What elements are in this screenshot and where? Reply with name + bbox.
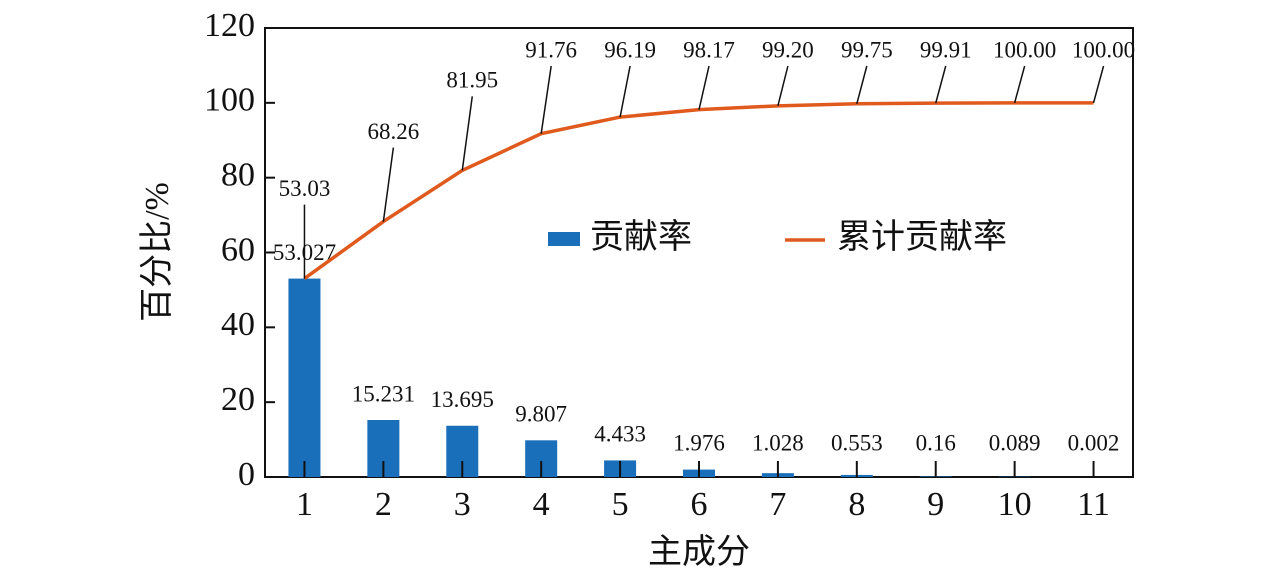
line-value-label: 98.17 [683,37,735,62]
x-tick-label: 1 [296,486,313,523]
x-tick-label: 4 [533,486,550,523]
bar-value-label: 0.16 [916,430,956,455]
x-tick-label: 11 [1077,486,1110,523]
leader-line [540,65,552,134]
legend-swatch [548,232,580,246]
y-tick-label: 20 [221,381,255,418]
line-value-label: 96.19 [604,37,656,62]
bar-value-label: 0.553 [831,430,883,455]
x-tick-label: 10 [998,486,1032,523]
bar [288,278,321,477]
leader-line [619,65,631,118]
line-value-label: 81.95 [446,68,498,93]
y-axis-label: 百分比/% [139,182,176,322]
line-value-label: 100.00 [1072,37,1135,62]
y-tick-label: 80 [221,156,255,193]
bar-value-label: 1.976 [673,430,725,455]
y-tick-label: 0 [238,456,255,493]
y-tick-label: 100 [204,82,255,119]
legend-label: 贡献率 [590,218,692,256]
leader-line [935,65,947,104]
line-value-label: 99.20 [762,37,814,62]
bar-value-label: 9.807 [515,402,567,427]
y-tick-label: 40 [221,306,255,343]
bar-value-label: 15.231 [352,381,415,406]
leader-line [698,65,710,110]
legend-label: 累计贡献率 [837,218,1007,256]
bar-value-label: 4.433 [594,422,646,447]
line-value-label: 53.03 [279,176,331,201]
x-tick-label: 6 [691,486,708,523]
leader-line [461,96,474,171]
leader-line [777,65,789,107]
line-value-label: 68.26 [367,119,419,144]
x-tick-label: 5 [612,486,629,523]
x-tick-label: 3 [454,486,471,523]
y-tick-label: 120 [204,7,255,44]
leader-line [1013,65,1026,104]
bar-value-label: 0.089 [989,430,1041,455]
bar-value-label: 13.695 [431,387,494,412]
x-axis-label: 主成分 [648,533,750,571]
x-tick-label: 7 [769,486,786,523]
x-tick-label: 8 [848,486,865,523]
x-tick-label: 2 [375,486,392,523]
line-value-label: 91.76 [525,37,577,62]
bar-value-label: 0.002 [1068,430,1120,455]
leader-line [1092,65,1105,104]
bar-value-label: 1.028 [752,430,804,455]
line-value-label: 100.00 [993,37,1056,62]
x-tick-label: 9 [927,486,944,523]
y-tick-label: 60 [221,231,255,268]
line-value-label: 99.75 [841,37,893,62]
leader-line [856,65,868,104]
line-value-label: 99.91 [920,37,972,62]
leader-line [382,147,395,222]
